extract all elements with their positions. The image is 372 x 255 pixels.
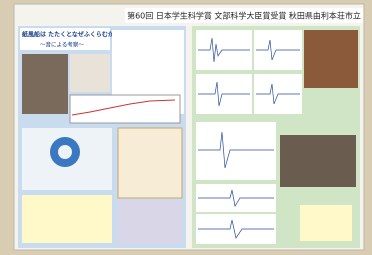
photo-balloon <box>70 54 110 92</box>
photo-setup <box>304 30 358 88</box>
photo-students <box>22 54 68 114</box>
poster-title: 第60回 日本学生科学賞 文部科学大臣賞受賞 秋田県由利本荘市立 <box>127 11 361 21</box>
page: 第60回 日本学生科学賞 文部科学大臣賞受賞 秋田県由利本荘市立 紙風船は たた… <box>0 0 372 255</box>
chart <box>70 95 180 123</box>
photo-experiment <box>280 135 356 187</box>
result-box <box>118 128 182 198</box>
conclusion-box <box>22 195 112 243</box>
wave-5 <box>196 122 276 180</box>
left-title: 紙風船は たたくとなぜふくらむか <box>22 31 114 39</box>
photo: 第60回 日本学生科学賞 文部科学大臣賞受賞 秋田県由利本荘市立 紙風船は たた… <box>0 0 372 255</box>
pie-hole <box>58 145 72 159</box>
graph-box <box>118 200 182 244</box>
left-subtitle: ～音による考察～ <box>40 41 84 49</box>
note-box <box>300 205 352 241</box>
